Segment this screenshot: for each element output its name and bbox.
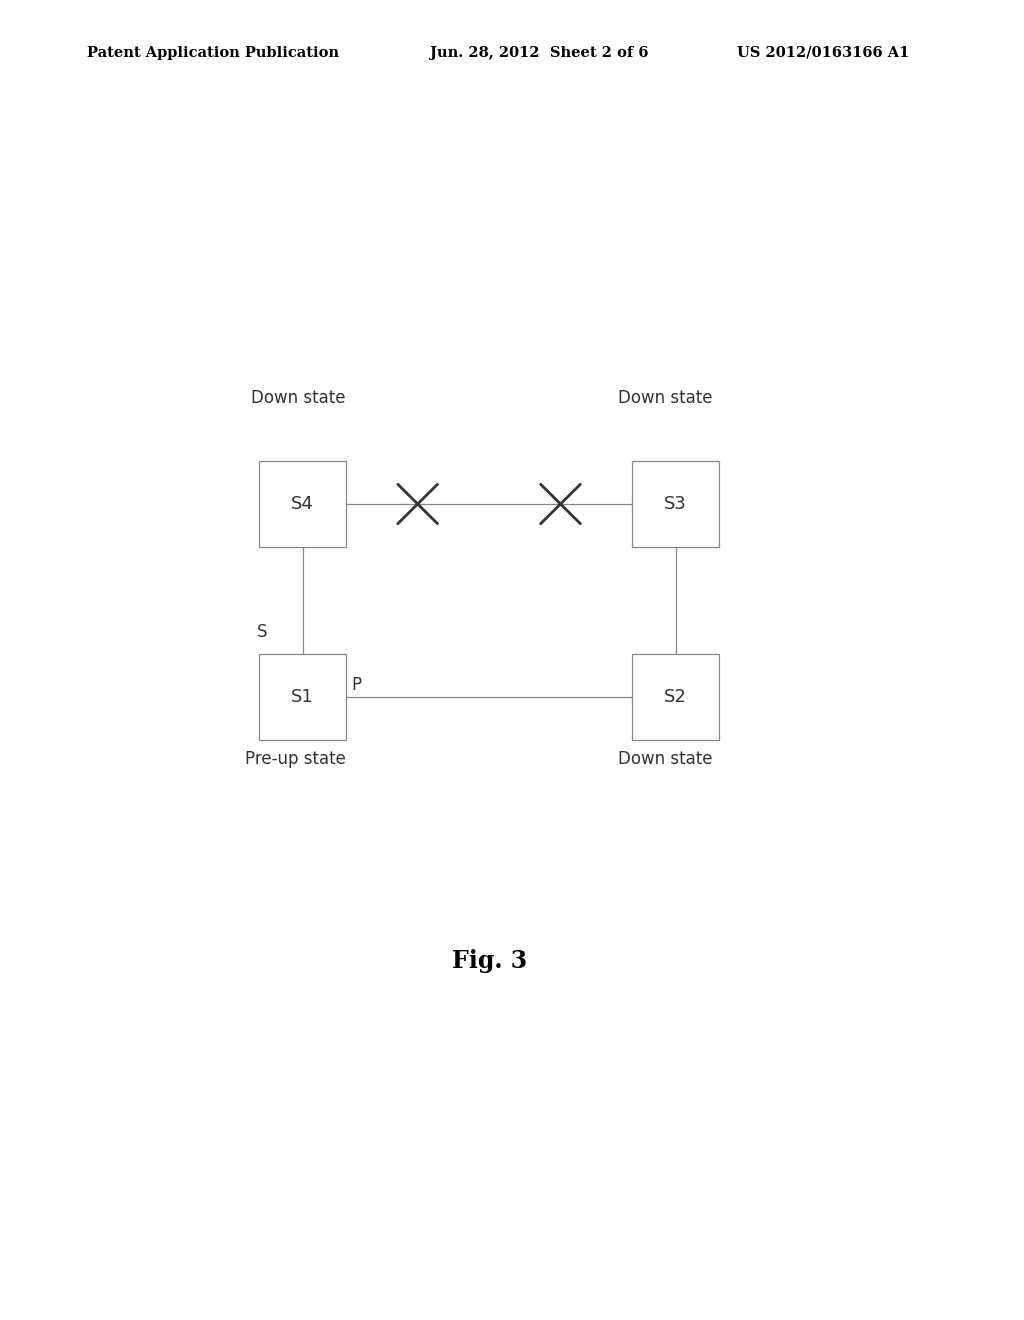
Text: S3: S3 <box>665 495 687 513</box>
Text: S4: S4 <box>291 495 314 513</box>
FancyBboxPatch shape <box>259 461 346 548</box>
Text: US 2012/0163166 A1: US 2012/0163166 A1 <box>737 46 909 59</box>
Text: S: S <box>257 623 268 642</box>
FancyBboxPatch shape <box>259 653 346 741</box>
FancyBboxPatch shape <box>632 653 719 741</box>
Text: Down state: Down state <box>251 389 345 408</box>
Text: Patent Application Publication: Patent Application Publication <box>87 46 339 59</box>
Text: Pre-up state: Pre-up state <box>246 750 346 768</box>
FancyBboxPatch shape <box>632 461 719 548</box>
Text: Fig. 3: Fig. 3 <box>452 949 526 973</box>
Text: S1: S1 <box>291 688 314 706</box>
Text: P: P <box>352 676 361 694</box>
Text: Down state: Down state <box>618 389 713 408</box>
Text: Down state: Down state <box>618 750 713 768</box>
Text: S2: S2 <box>665 688 687 706</box>
Text: Jun. 28, 2012  Sheet 2 of 6: Jun. 28, 2012 Sheet 2 of 6 <box>430 46 648 59</box>
